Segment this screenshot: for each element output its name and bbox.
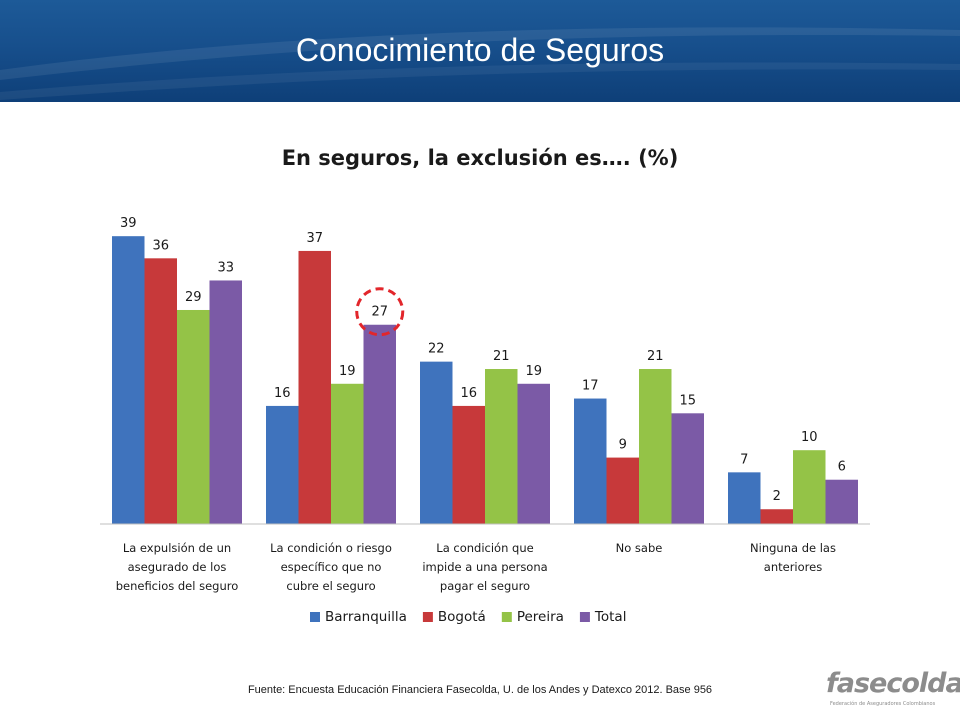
source-note: Fuente: Encuesta Educación Financiera Fa…: [247, 684, 713, 696]
data-label: 27: [371, 305, 388, 320]
data-label: 15: [679, 393, 696, 408]
x-tick-label: asegurado de los: [128, 560, 227, 574]
bar-barranquilla-1: [266, 405, 299, 524]
data-label: 29: [185, 290, 202, 305]
x-tick-label: La condición o riesgo: [270, 541, 392, 555]
bar-bogot-3: [606, 457, 639, 524]
fasecolda-logo: fasecolda Federación de Aseguradores Col…: [826, 668, 960, 712]
bar-total-0: [209, 280, 242, 524]
bar-pereira-3: [639, 369, 672, 524]
data-label: 2: [773, 489, 781, 504]
legend-label: Total: [594, 609, 627, 625]
x-tick-label: anteriores: [764, 560, 822, 574]
x-tick-label: cubre el seguro: [286, 579, 375, 593]
data-label: 21: [493, 349, 510, 364]
bar-bogot-1: [298, 250, 331, 524]
title-banner: [0, 0, 960, 102]
data-label: 10: [801, 430, 818, 445]
x-tick-label: beneficios del seguro: [116, 579, 239, 593]
data-label: 16: [460, 386, 477, 401]
bar-barranquilla-4: [728, 472, 761, 524]
data-label: 7: [740, 452, 748, 467]
x-tick-label: La expulsión de un: [123, 541, 231, 555]
bar-barranquilla-2: [420, 361, 453, 524]
data-label: 39: [120, 216, 137, 231]
data-label: 16: [274, 386, 291, 401]
data-label: 33: [217, 260, 234, 275]
data-label: 19: [525, 364, 542, 379]
bar-pereira-2: [485, 369, 518, 524]
legend-swatch: [422, 612, 433, 622]
data-label: 6: [838, 460, 846, 475]
legend-swatch: [579, 612, 590, 622]
bar-barranquilla-3: [574, 398, 607, 524]
data-label: 36: [152, 238, 169, 253]
x-tick-label: específico que no: [281, 560, 382, 574]
data-label: 22: [428, 342, 445, 357]
bar-bogot-0: [144, 258, 177, 524]
data-label: 37: [306, 231, 323, 246]
bar-total-4: [825, 479, 858, 524]
bar-bogot-4: [760, 509, 793, 524]
x-tick-label: pagar el seguro: [440, 579, 530, 593]
highlight-circle: [355, 287, 405, 337]
data-label: 9: [619, 438, 627, 453]
x-tick-label: No sabe: [616, 541, 663, 555]
bar-pereira-4: [793, 450, 826, 524]
x-tick-label: La condición que: [436, 541, 533, 555]
slide-title: Conocimiento de Seguros: [295, 32, 665, 68]
data-label: 21: [647, 349, 664, 364]
legend-swatch: [501, 612, 512, 622]
legend-label: Barranquilla: [325, 609, 407, 625]
chart-title: En seguros, la exclusión es…. (%): [281, 146, 679, 170]
logo-wordmark: fasecolda: [826, 668, 960, 699]
bar-barranquilla-0: [112, 236, 145, 524]
data-label: 17: [582, 379, 599, 394]
x-tick-label: impide a una persona: [422, 560, 547, 574]
legend-label: Bogotá: [438, 609, 486, 625]
bar-total-3: [671, 413, 704, 524]
data-label: 19: [339, 364, 356, 379]
logo-tagline: Federación de Aseguradores Colombianos: [830, 701, 936, 707]
bar-pereira-1: [331, 383, 364, 524]
bar-pereira-0: [177, 309, 210, 524]
bar-bogot-2: [452, 405, 485, 524]
banner-swoosh-graphic: [0, 27, 960, 100]
bar-total-1: [363, 324, 396, 524]
x-tick-label: Ninguna de las: [750, 541, 836, 555]
legend-label: Pereira: [517, 609, 564, 625]
bar-total-2: [517, 383, 550, 524]
legend-swatch: [310, 612, 320, 622]
